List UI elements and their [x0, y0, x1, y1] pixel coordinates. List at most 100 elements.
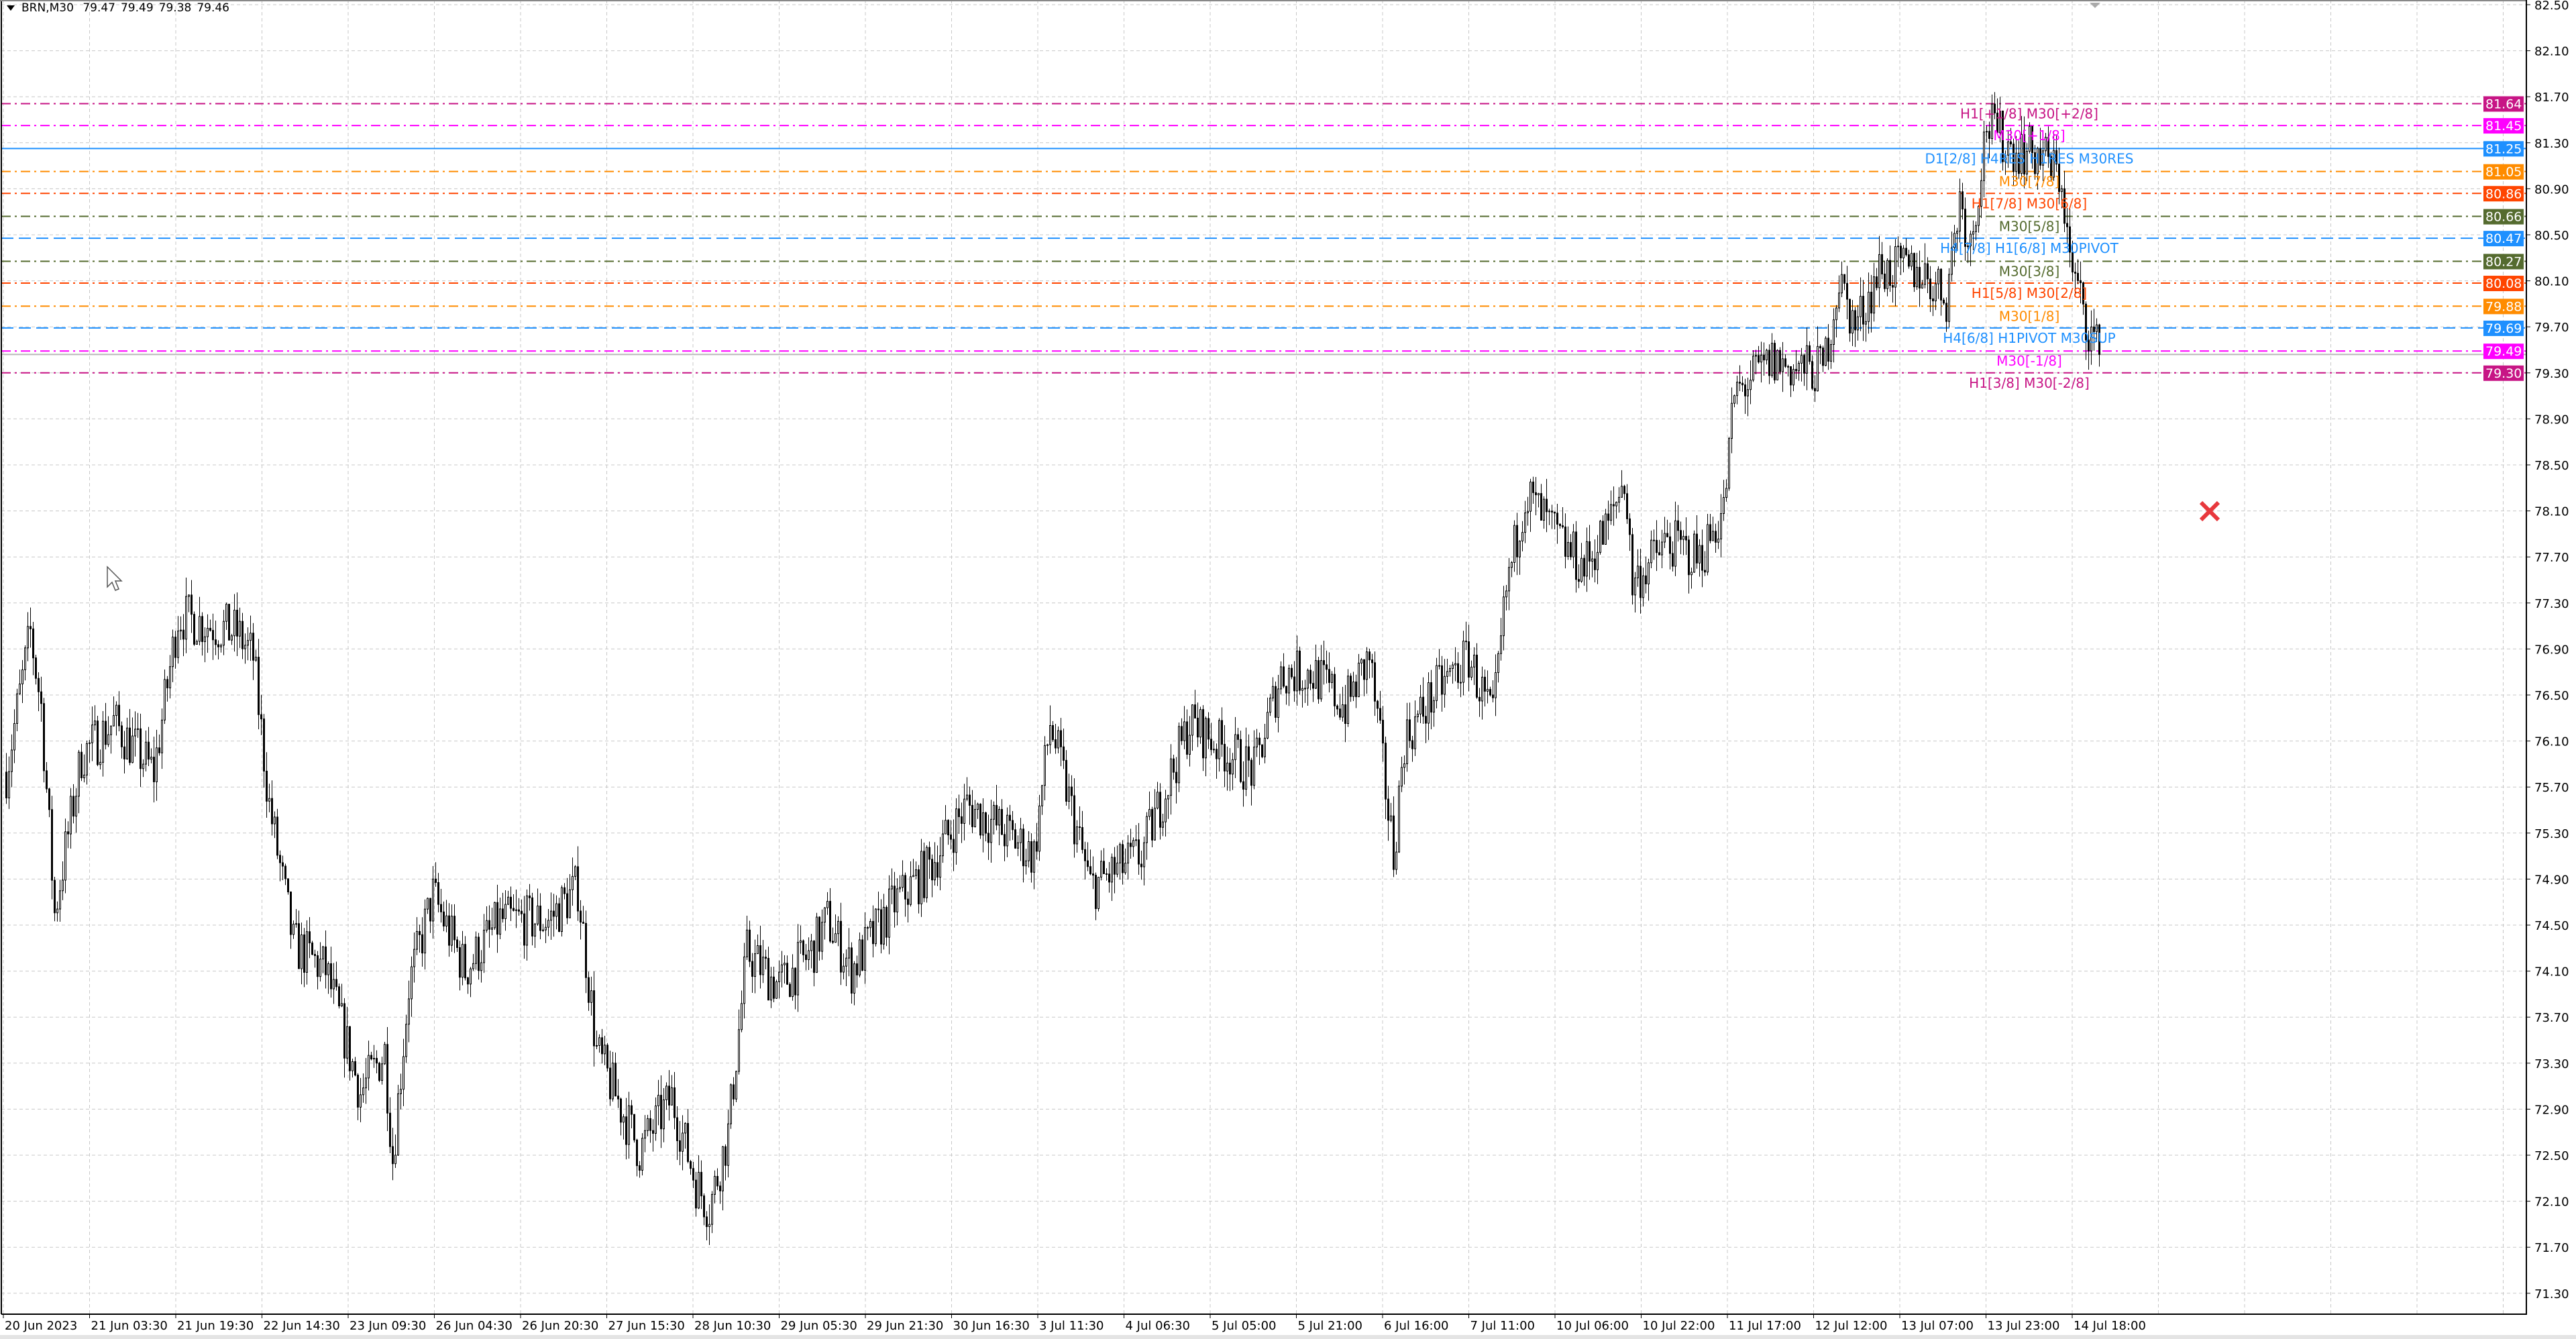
price-tick-label: 75.30: [2534, 827, 2569, 841]
candle-bear: [1811, 361, 1813, 389]
candle-bull: [883, 906, 885, 945]
candle-bull: [301, 934, 303, 969]
candle-bear: [751, 961, 753, 977]
candle-bull: [792, 967, 794, 998]
candle-bear: [923, 851, 925, 898]
chart-shift-triangle-icon[interactable]: [2090, 3, 2100, 8]
candle-bear: [566, 893, 568, 918]
candle-bull: [741, 1003, 743, 1030]
time-tick-label: 6 Jul 16:00: [1384, 1319, 1449, 1333]
candle-bear: [2066, 223, 2068, 227]
candle-bear: [690, 1161, 692, 1169]
time-tick-label: 23 Jun 09:30: [350, 1319, 426, 1333]
candle-bull: [2037, 148, 2039, 174]
candle-bear: [1623, 486, 1625, 494]
candle-bull: [770, 976, 772, 1001]
candle-bull: [1135, 839, 1137, 841]
candle-bear: [48, 788, 50, 810]
candle-bull: [239, 621, 241, 637]
candle-bear: [1181, 726, 1183, 741]
candle-bull: [1436, 665, 1438, 701]
time-tick-label: 30 Jun 16:30: [953, 1319, 1030, 1333]
candle-bear: [35, 657, 37, 679]
price-tick-label: 81.70: [2534, 91, 2569, 105]
candle-bull: [327, 963, 329, 975]
candle-bull: [1028, 841, 1030, 861]
candle-bear: [1476, 654, 1478, 698]
candle-bear: [1758, 355, 1760, 363]
candle-bear: [1996, 112, 1998, 133]
candle-bear: [1122, 844, 1124, 873]
candle-bull: [1857, 316, 1859, 331]
candle-bear: [829, 901, 831, 942]
candle-bull: [1020, 828, 1022, 843]
price-tick-label: 72.90: [2534, 1103, 2569, 1117]
candle-bear: [1677, 520, 1679, 531]
candle-bear: [918, 869, 920, 904]
candle-bear: [338, 986, 340, 1007]
level-price-label: 81.05: [2485, 165, 2522, 180]
candle-bear: [961, 816, 963, 824]
candle-bull: [1897, 246, 1899, 248]
candle-bull: [24, 647, 26, 670]
candle-bear: [1932, 298, 1934, 302]
candle-bear: [448, 915, 450, 946]
candle-bear: [1052, 725, 1054, 741]
mouse-pointer-icon: [107, 566, 123, 591]
candle-bull: [1752, 356, 1754, 381]
candle-bear: [1929, 278, 1931, 299]
candle-bull: [413, 949, 415, 967]
candle-bear: [1411, 740, 1413, 749]
candle-bull: [11, 749, 13, 772]
price-tick-label: 74.50: [2534, 919, 2569, 933]
candle-bear: [674, 1087, 676, 1118]
candle-bear: [1240, 739, 1242, 782]
candle-bear: [1666, 533, 1668, 537]
price-tick-label: 77.30: [2534, 597, 2569, 611]
candle-bear: [1208, 718, 1210, 740]
level-price-badge: [2483, 320, 2524, 336]
candle-bear: [802, 940, 804, 955]
candle-bear: [1554, 511, 1556, 514]
candle-bull: [1860, 296, 1862, 317]
candle-bull: [1948, 274, 1950, 322]
candle-bear: [996, 805, 998, 826]
candle-bull: [1690, 572, 1693, 576]
price-axis[interactable]: 82.50 82.10 81.70 81.30 80.90 80.50 80.10 79.70…: [2526, 0, 2569, 1301]
candle-bull: [1178, 726, 1180, 784]
candle-bear: [606, 1045, 608, 1069]
candle-bull: [1648, 562, 1650, 584]
candle-bull: [1508, 567, 1510, 592]
triangle-down-icon[interactable]: [7, 5, 15, 11]
candle-bull: [1033, 841, 1035, 873]
candle-bull: [711, 1193, 713, 1225]
candle-bull: [1902, 248, 1904, 259]
red-x-icon[interactable]: [2199, 500, 2220, 522]
candle-bear: [2031, 125, 2033, 154]
candle-bull: [1460, 682, 1462, 684]
candle-bull: [292, 923, 294, 935]
candle-bear: [1578, 579, 1580, 582]
candle-bull: [1167, 795, 1169, 800]
candle-bull: [223, 621, 225, 646]
symbol-label: BRN,M30: [21, 1, 74, 15]
candle-bull: [1868, 291, 1870, 322]
candle-bull: [966, 794, 968, 800]
candle-bull: [220, 645, 222, 647]
candle-bull: [1398, 786, 1400, 853]
candle-bull: [247, 640, 249, 646]
candle-bear: [985, 812, 987, 834]
candle-bull: [1720, 513, 1722, 539]
candle-bear: [38, 678, 40, 692]
candle-bull: [550, 910, 552, 921]
candle-bull: [810, 941, 812, 951]
candle-bull: [16, 693, 18, 724]
candle-bear: [1822, 347, 1824, 366]
candle-bull: [2007, 141, 2009, 156]
candle-bull: [727, 1123, 729, 1166]
time-axis[interactable]: 20 Jun 2023 21 Jun 03:30 21 Jun 19:30 22 Ju…: [3, 1314, 2146, 1333]
candle-bull: [1256, 737, 1258, 748]
candle-bear: [1055, 739, 1057, 749]
candle-bear: [692, 1168, 694, 1181]
